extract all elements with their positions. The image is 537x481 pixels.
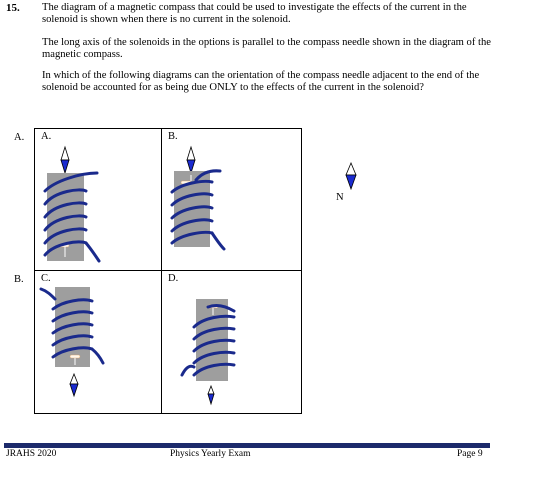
question-paragraph-2: The long axis of the solenoids in the op… <box>42 37 491 61</box>
grid-divider-vertical <box>161 129 162 413</box>
options-grid: A. B. <box>34 128 302 414</box>
option-row-label-1[interactable]: A. <box>14 132 25 143</box>
footer-page-number: Page 9 <box>457 449 483 459</box>
compass-needle-icon <box>186 145 196 175</box>
compass-needle-icon <box>60 145 70 175</box>
question-paragraph-3: In which of the following diagrams can t… <box>42 70 480 94</box>
grid-divider-horizontal <box>35 270 301 271</box>
option-label-a: A. <box>41 131 52 142</box>
solenoid-icon <box>180 299 236 381</box>
footer-school: JRAHS 2020 <box>6 449 57 459</box>
footer-exam-title: Physics Yearly Exam <box>170 449 251 459</box>
compass-needle-icon <box>69 372 79 398</box>
solenoid-icon <box>39 287 105 367</box>
question-number: 15. <box>6 2 20 14</box>
option-cell-a[interactable]: A. <box>35 129 161 270</box>
option-row-label-2[interactable]: B. <box>14 274 24 285</box>
question-paragraph-1: The diagram of a magnetic compass that c… <box>42 2 467 26</box>
option-cell-d[interactable]: D. <box>162 271 288 412</box>
solenoid-icon <box>170 169 226 251</box>
footer-rule <box>4 443 490 448</box>
option-cell-b[interactable]: B. <box>162 129 288 270</box>
reference-compass-label: N <box>336 192 344 203</box>
solenoid-icon <box>43 171 101 263</box>
reference-compass-icon <box>345 162 357 190</box>
option-label-b: B. <box>168 131 178 142</box>
option-label-d: D. <box>168 273 179 284</box>
compass-needle-icon <box>207 384 215 406</box>
option-label-c: C. <box>41 273 51 284</box>
option-cell-c[interactable]: C. <box>35 271 161 412</box>
